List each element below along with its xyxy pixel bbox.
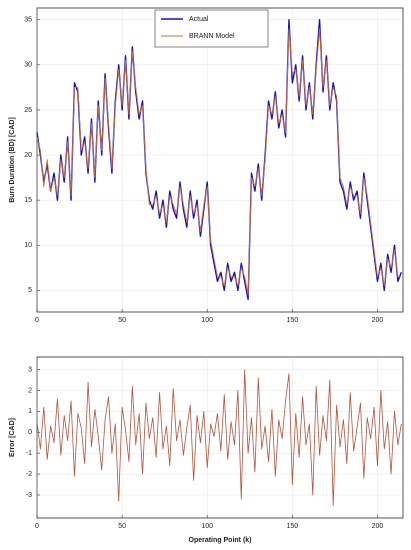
- y-tick-label: 10: [24, 242, 32, 249]
- x-tick-label: 0: [35, 523, 39, 530]
- y-tick-label: 30: [24, 62, 32, 69]
- plot-frame: [36, 7, 404, 313]
- y-tick-label: 20: [24, 152, 32, 159]
- plot-area: [36, 7, 404, 313]
- y-tick-label: 25: [24, 107, 32, 114]
- y-tick-label: 5: [28, 287, 32, 294]
- y-tick-label: 2: [28, 387, 32, 394]
- y-tick-label: 15: [24, 197, 32, 204]
- x-tick-label: 0: [35, 317, 39, 324]
- x-tick-label: 100: [201, 523, 213, 530]
- y-tick-label: 3: [28, 366, 32, 373]
- data-line: [36, 28, 402, 296]
- legend-label: Actual: [189, 16, 209, 23]
- x-tick-label: 100: [201, 317, 213, 324]
- data-line: [36, 369, 402, 506]
- y-axis-label: Burn Duration (BD) [CAD]: [9, 117, 16, 203]
- x-tick-label: 150: [287, 317, 299, 324]
- legend-box: [154, 9, 269, 48]
- x-tick-label: 50: [118, 523, 126, 530]
- y-tick-label: -1: [26, 450, 32, 457]
- y-tick-label: -2: [26, 471, 32, 478]
- x-tick-label: 200: [372, 317, 384, 324]
- x-tick-label: 50: [118, 317, 126, 324]
- x-tick-label: 200: [372, 523, 384, 530]
- x-tick-label: 150: [287, 523, 299, 530]
- legend-label: BRANN Model: [189, 33, 235, 40]
- y-tick-label: 35: [24, 17, 32, 24]
- plot-frame: [36, 356, 404, 519]
- y-tick-label: 1: [28, 408, 32, 415]
- y-axis-label: Error [CAD]: [9, 418, 16, 457]
- x-axis-label: Operating Point (k): [189, 537, 252, 544]
- y-tick-label: -3: [26, 492, 32, 499]
- y-tick-label: 0: [28, 429, 32, 436]
